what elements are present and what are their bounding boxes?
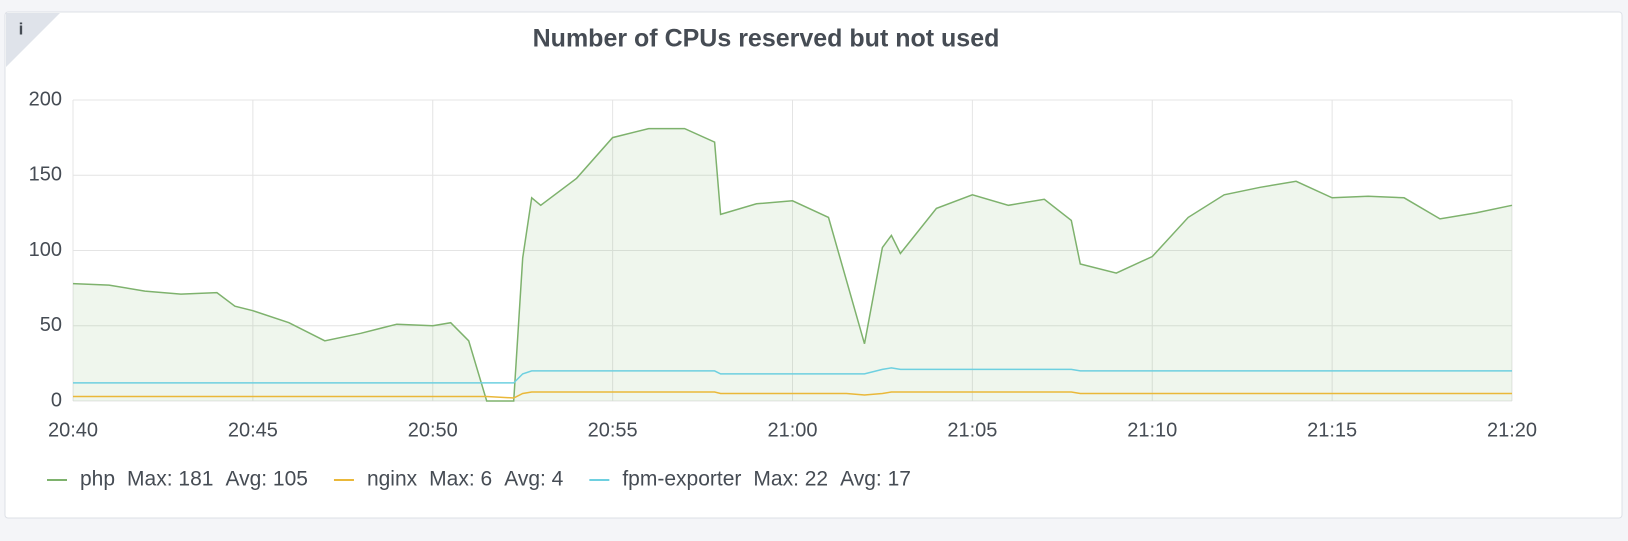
panel-title: Number of CPUs reserved but not used	[533, 25, 1000, 53]
x-tick-label: 21:10	[1127, 419, 1177, 441]
legend-stat: Max: 22	[753, 468, 828, 491]
series-line	[73, 391, 1512, 399]
x-tick-label: 20:45	[228, 419, 278, 441]
x-tick-label: 21:20	[1487, 419, 1537, 441]
x-tick-label: 20:40	[48, 419, 98, 441]
series-line	[72, 127, 1513, 402]
legend-stat: Avg: 4	[504, 468, 563, 491]
legend-label[interactable]: nginx	[367, 468, 418, 491]
panel-frame	[4, 11, 1623, 519]
info-icon[interactable]: i	[19, 19, 24, 38]
legend-stat: Avg: 105	[225, 468, 308, 491]
legend-label[interactable]: php	[80, 468, 115, 491]
x-tick-label: 21:15	[1307, 419, 1357, 441]
legend-stat: Max: 181	[127, 468, 213, 491]
y-tick-label: 200	[29, 88, 62, 110]
y-tick-label: 150	[29, 164, 62, 186]
info-corner[interactable]	[6, 13, 60, 67]
x-tick-label: 20:50	[408, 419, 458, 441]
x-tick-label: 21:05	[947, 419, 997, 441]
legend-stat: Avg: 17	[840, 468, 911, 491]
x-tick-label: 20:55	[588, 419, 638, 441]
y-tick-label: 100	[29, 239, 62, 261]
area-fill	[73, 128, 1512, 401]
legend-stat: Max: 6	[429, 468, 492, 491]
x-tick-label: 21:00	[767, 419, 817, 441]
series-line	[73, 367, 1512, 384]
y-tick-label: 50	[40, 314, 62, 336]
y-tick-label: 0	[51, 389, 62, 411]
legend-label[interactable]: fpm-exporter	[622, 468, 741, 491]
